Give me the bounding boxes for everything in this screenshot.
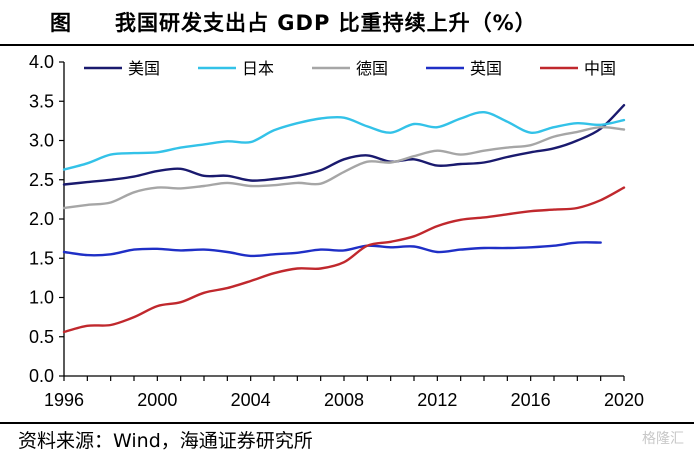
x-tick-label: 1996 <box>44 390 84 410</box>
x-tick-label: 2000 <box>137 390 177 410</box>
y-tick-label: 1.5 <box>29 248 54 268</box>
series-line-4 <box>62 241 602 258</box>
legend-label-3: 德国 <box>356 59 388 78</box>
source-note: 资料来源：Wind，海通证券研究所 <box>18 430 313 452</box>
y-tick-label: 0.5 <box>29 327 54 347</box>
y-tick-label: 3.5 <box>29 91 54 111</box>
y-tick-label: 4.0 <box>29 52 54 72</box>
chart-title: 图 我国研发支出占 GDP 比重持续上升（%） <box>0 0 694 44</box>
y-tick-label: 0.0 <box>29 366 54 386</box>
y-tick-label: 3.0 <box>29 131 54 151</box>
series-line-5 <box>62 186 626 334</box>
figure-label: 图 <box>50 11 71 35</box>
series-line-2 <box>62 110 626 171</box>
source-rule <box>0 422 694 424</box>
x-tick-label: 2004 <box>231 390 271 410</box>
line-chart: 0.0 0.5 1.0 1.5 2.0 2.5 3.0 3.5 4.0 1996 2000 2004 2… <box>29 52 644 410</box>
x-tick-label: 2016 <box>511 390 551 410</box>
legend-label-1: 美国 <box>128 59 160 78</box>
figure-title-text: 我国研发支出占 GDP 比重持续上升（%） <box>115 11 537 35</box>
title-rule <box>0 44 694 46</box>
y-tick-label: 2.0 <box>29 209 54 229</box>
series-line-1 <box>62 104 626 186</box>
y-tick-label: 1.0 <box>29 288 54 308</box>
legend-label-4: 英国 <box>470 59 502 78</box>
series-line-3 <box>62 125 626 210</box>
x-tick-label: 2020 <box>604 390 644 410</box>
x-tick-label: 2012 <box>417 390 457 410</box>
x-tick-label: 2008 <box>324 390 364 410</box>
y-tick-label: 2.5 <box>29 170 54 190</box>
legend-label-2: 日本 <box>242 59 274 78</box>
watermark-logo: 格隆汇 <box>642 431 684 447</box>
legend-label-5: 中国 <box>584 59 616 78</box>
